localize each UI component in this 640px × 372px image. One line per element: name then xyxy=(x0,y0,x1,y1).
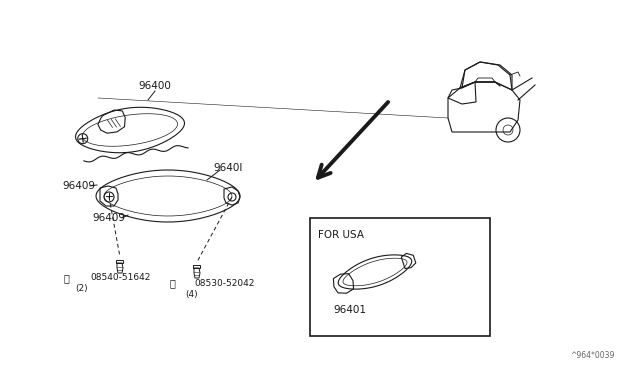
Text: Ⓝ: Ⓝ xyxy=(63,273,69,283)
Text: FOR USA: FOR USA xyxy=(318,230,364,240)
Text: 08530-52042: 08530-52042 xyxy=(194,279,254,288)
Text: 96409: 96409 xyxy=(62,181,95,191)
Text: 96400: 96400 xyxy=(139,81,172,91)
Text: (2): (2) xyxy=(76,285,88,294)
Bar xyxy=(310,218,490,336)
Text: 96401: 96401 xyxy=(333,305,366,315)
Text: ^964*0039: ^964*0039 xyxy=(570,351,614,360)
Text: 08540-51642: 08540-51642 xyxy=(90,273,150,282)
Text: (4): (4) xyxy=(186,289,198,298)
Text: 96409: 96409 xyxy=(92,213,125,223)
Text: 9640l: 9640l xyxy=(213,163,243,173)
Text: Ⓝ: Ⓝ xyxy=(169,278,175,288)
